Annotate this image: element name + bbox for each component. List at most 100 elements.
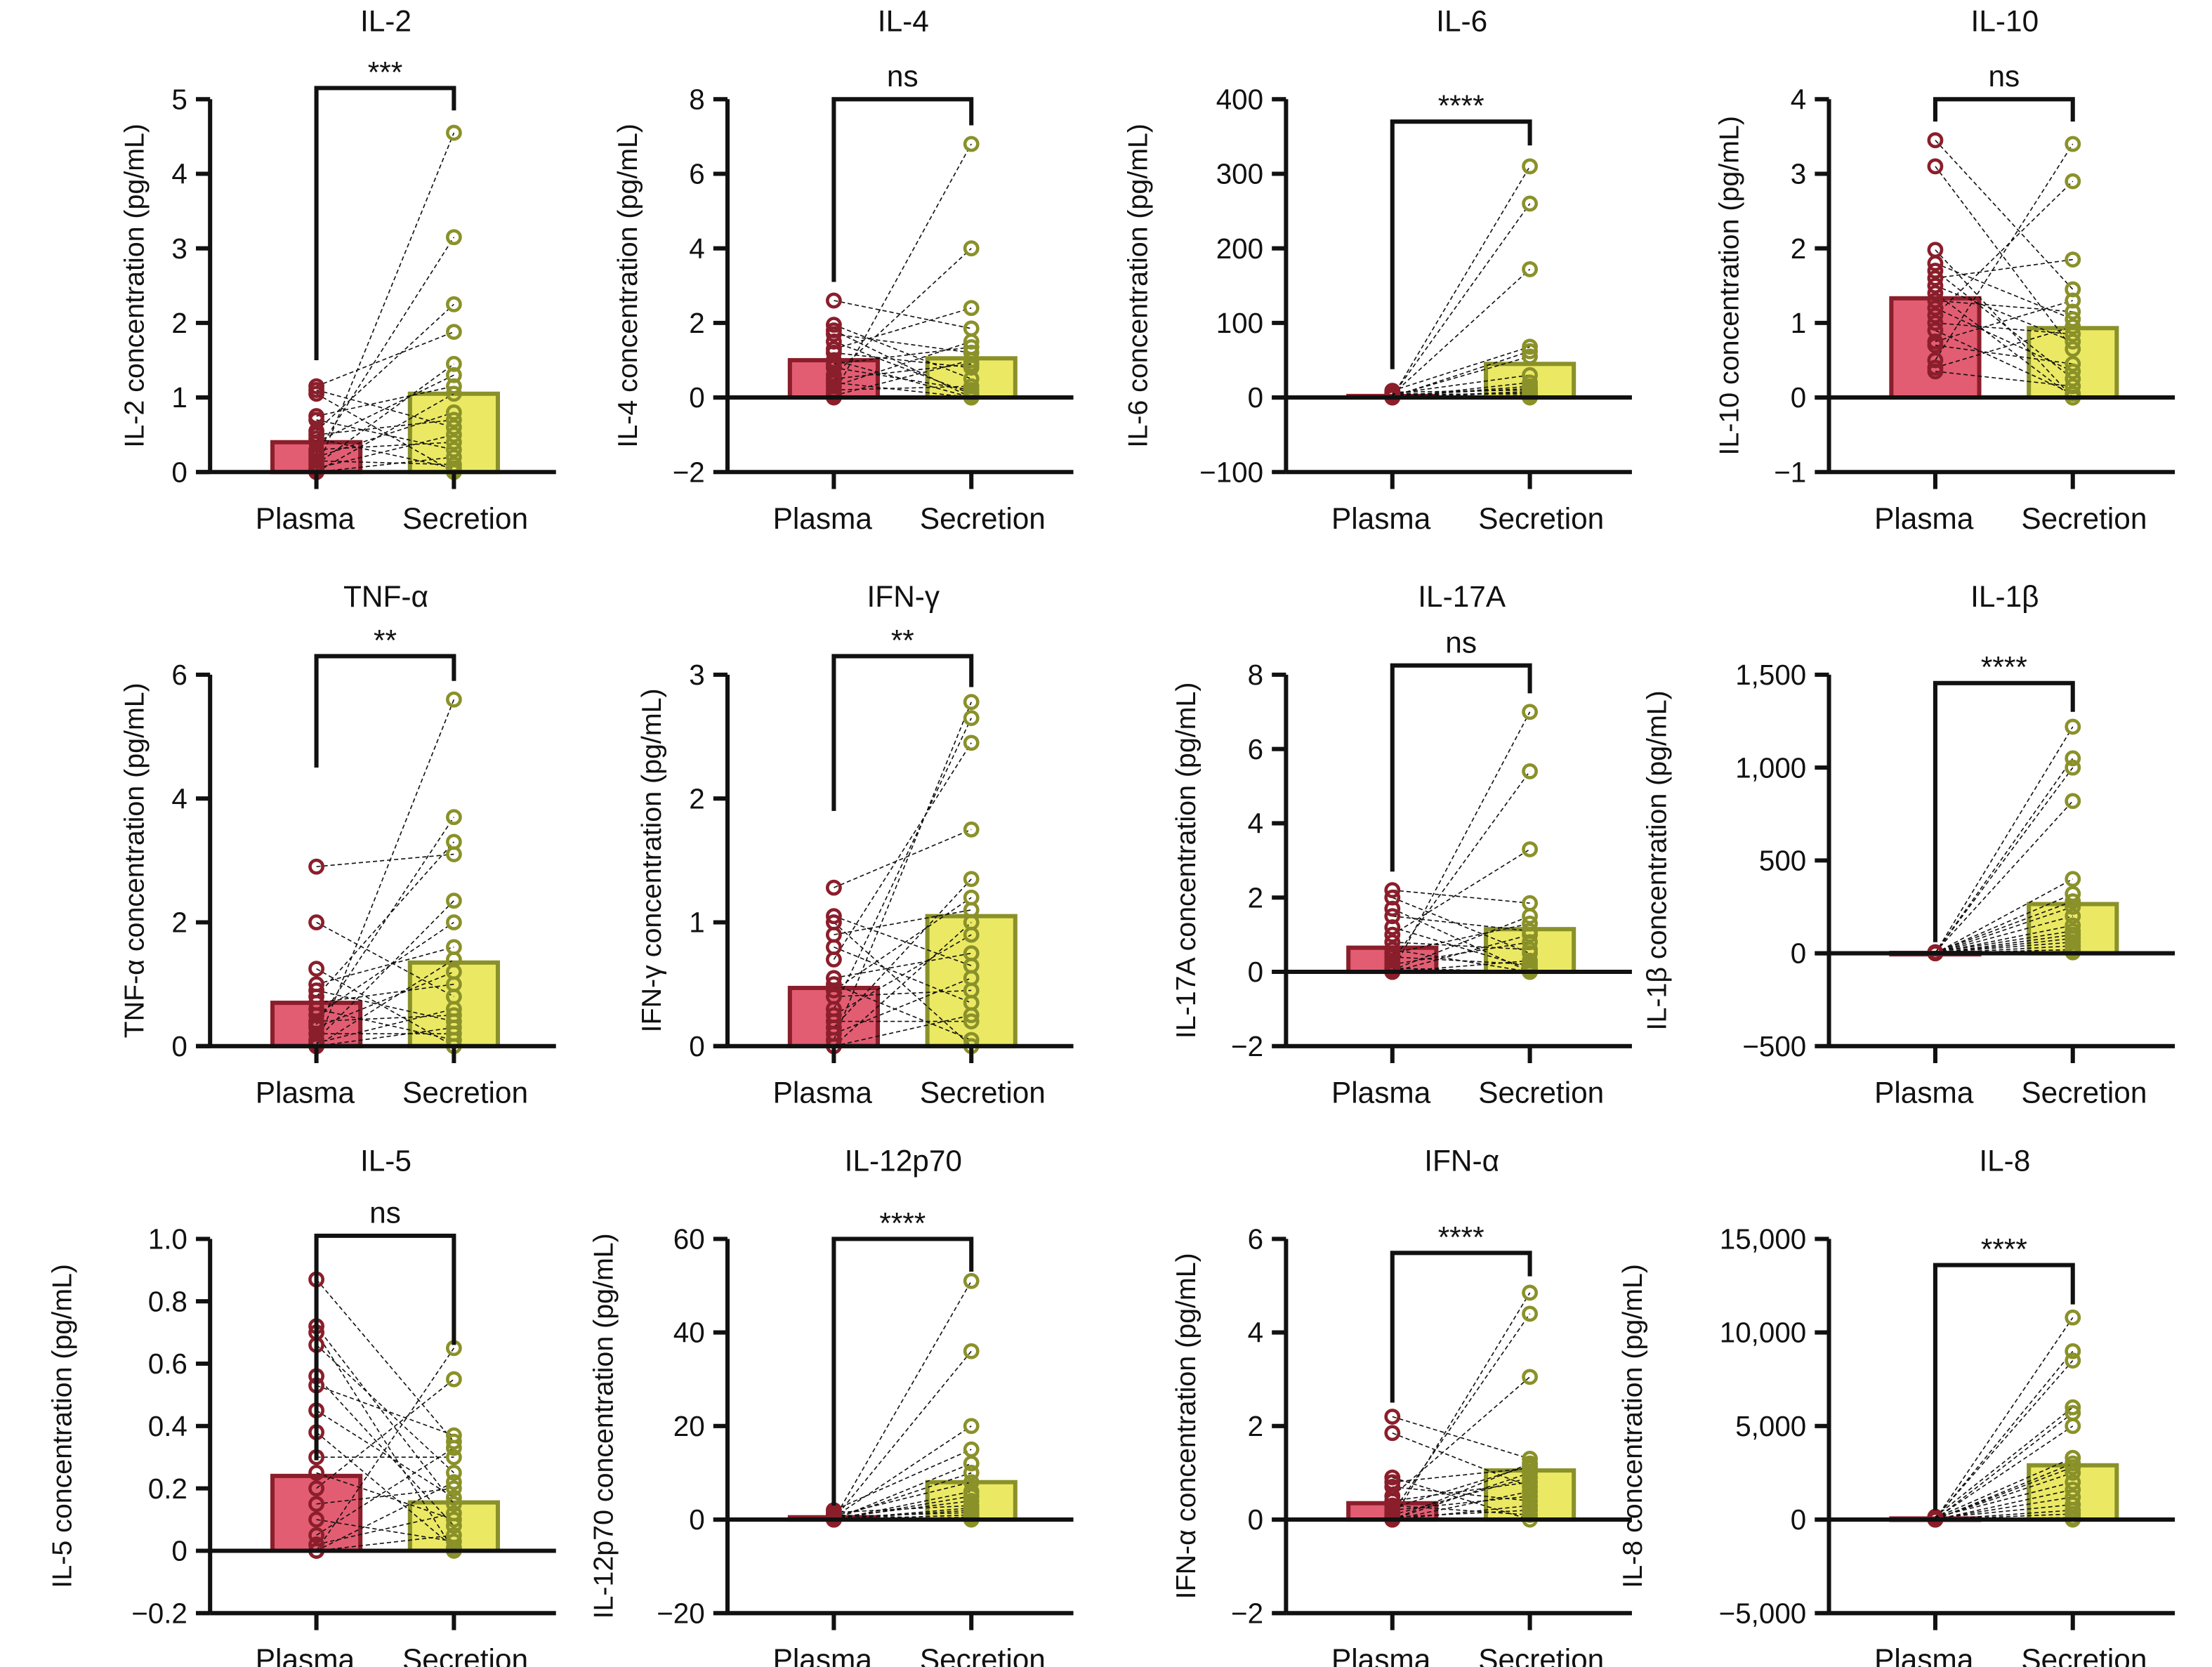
plasma-point — [826, 292, 842, 309]
secretion-point — [2065, 136, 2081, 152]
panel-title: IL-5 — [360, 1144, 412, 1177]
pair-line — [1392, 203, 1531, 397]
pair-line — [316, 900, 454, 1041]
x-tick-label-secretion: Secretion — [1478, 1076, 1604, 1109]
pair-line — [1935, 893, 2074, 954]
secretion-point — [445, 411, 462, 428]
pair-line — [1935, 166, 2074, 350]
panel-il-4: IL-4 IL-4 concentration (pg/mL) −2 0 2 4 6 8 Pla… — [612, 4, 1074, 535]
pair-line — [833, 742, 972, 960]
x-tick-label-secretion: Secretion — [920, 502, 1046, 535]
panel-title: IL-6 — [1436, 4, 1487, 37]
plasma-point — [308, 914, 324, 930]
pair-line — [833, 718, 972, 1010]
y-tick-label: 2 — [689, 782, 704, 815]
pair-line — [1392, 897, 1530, 954]
significance-bracket — [1933, 97, 2075, 122]
plasma-point — [1927, 284, 1944, 301]
plasma-point — [826, 951, 842, 968]
secretion-point — [445, 1439, 462, 1456]
significance-label: **** — [879, 1206, 926, 1239]
x-tick-label-secretion: Secretion — [1478, 1643, 1604, 1667]
secretion-point — [445, 1517, 462, 1534]
pair-line — [1935, 1463, 2074, 1520]
pair-line — [1935, 180, 2074, 316]
y-axis-label: IL-17A concentration (pg/mL) — [1171, 683, 1202, 1039]
y-tick-label: 500 — [1759, 844, 1806, 876]
panel-title: IL-17A — [1418, 580, 1506, 613]
secretion-point — [445, 324, 462, 341]
pair-line — [834, 329, 972, 398]
y-tick-label: 1.0 — [148, 1223, 187, 1255]
pair-line — [316, 1409, 454, 1498]
secretion-point — [445, 441, 462, 458]
y-tick-label: 0 — [1248, 956, 1263, 988]
y-tick-label: 1 — [171, 381, 187, 414]
panel-title: TNF-α — [343, 580, 428, 613]
secretion-point — [963, 1272, 980, 1289]
x-tick-label-secretion: Secretion — [1478, 502, 1604, 535]
pair-line — [1392, 934, 1530, 973]
secretion-point — [963, 320, 980, 337]
significance-bracket — [314, 654, 456, 768]
y-axis-label: IL-1β concentration (pg/mL) — [1641, 690, 1672, 1030]
pair-line — [316, 983, 454, 1003]
pair-line — [315, 1279, 455, 1442]
pair-line — [315, 699, 455, 1047]
pair-line — [316, 1378, 454, 1489]
pair-line — [834, 324, 972, 380]
panel-title: IL-8 — [1979, 1144, 2030, 1177]
plasma-point — [1927, 300, 1944, 317]
pair-line — [1935, 1317, 2074, 1520]
secretion-point — [445, 1511, 462, 1528]
pair-line — [1935, 1481, 2073, 1518]
plasma-point — [826, 326, 842, 343]
panel-title: IL-10 — [1971, 4, 2039, 37]
panel-il-5: IL-5 IL-5 concentration (pg/mL) −0.2 0 0.2 0.… — [46, 1144, 556, 1667]
plasma-point — [826, 317, 842, 333]
secretion-point — [2065, 793, 2081, 810]
significance-label: ns — [369, 1197, 401, 1230]
secretion-point — [2065, 326, 2081, 343]
pair-line — [1392, 956, 1530, 966]
pair-line — [1392, 908, 1530, 973]
pair-line — [316, 303, 454, 432]
pair-line — [1935, 292, 2074, 398]
pair-line — [316, 1487, 454, 1505]
x-tick-label-plasma: Plasma — [256, 1643, 355, 1667]
secretion-point — [445, 404, 462, 421]
pair-line — [1392, 1472, 1530, 1520]
secretion-point — [445, 378, 462, 395]
y-axis-label: TNF-α concentration (pg/mL) — [119, 683, 150, 1038]
pair-line — [834, 307, 972, 350]
pair-line — [316, 460, 454, 466]
y-tick-label: 2 — [689, 307, 704, 339]
panel-ifn-: IFN-γ IFN-γ concentration (pg/mL) 0 1 2 3 Plas… — [636, 580, 1074, 1109]
panel-title: IL-2 — [360, 4, 412, 37]
plasma-point — [1927, 307, 1944, 324]
plasma-point — [1927, 315, 1944, 331]
secretion-point — [1522, 1284, 1538, 1301]
pair-line — [1935, 1412, 2074, 1520]
y-tick-label: 5 — [171, 83, 187, 115]
significance-label: ns — [887, 60, 919, 93]
y-tick-label: 4 — [1248, 808, 1263, 840]
pair-line — [316, 419, 454, 451]
pair-line — [1935, 300, 2073, 343]
pair-line — [834, 829, 972, 888]
secretion-point — [1522, 195, 1538, 212]
y-axis-label: IL-8 concentration (pg/mL) — [1617, 1264, 1648, 1588]
significance-bracket — [1933, 1263, 2075, 1510]
plasma-point — [308, 1480, 324, 1497]
secretion-point — [2065, 1309, 2081, 1326]
secretion-point — [1522, 926, 1538, 943]
pair-line — [1392, 926, 1530, 969]
secretion-point — [445, 1480, 462, 1497]
y-tick-label: 4 — [1791, 83, 1806, 115]
pair-line — [316, 1472, 454, 1520]
panel-il-8: IL-8 IL-8 concentration (pg/mL) −5,000 0 5,0… — [1617, 1144, 2175, 1667]
pair-line — [834, 341, 972, 395]
secretion-point — [963, 1455, 980, 1472]
pair-line — [834, 341, 972, 387]
x-tick-label-plasma: Plasma — [1331, 1643, 1431, 1667]
